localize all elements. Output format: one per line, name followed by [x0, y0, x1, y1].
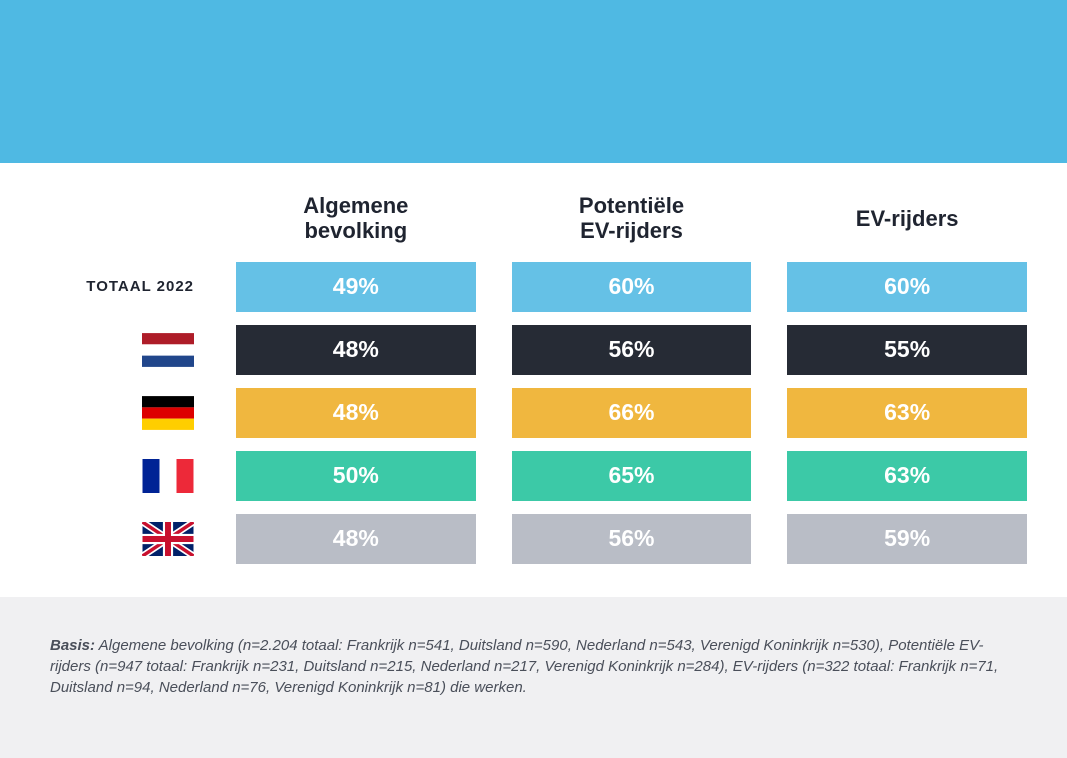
footer-note: Basis: Algemene bevolking (n=2.204 totaa…: [0, 597, 1067, 758]
de-flag-icon: [142, 396, 194, 430]
row-label-uk: [40, 514, 200, 564]
cell-total-0: 49%: [236, 262, 476, 312]
cell-uk-1: 56%: [512, 514, 752, 564]
cell-uk-0: 48%: [236, 514, 476, 564]
fr-flag-icon: [142, 459, 194, 493]
col-header-2: EV-rijders: [787, 206, 1027, 249]
nl-flag-icon: [142, 333, 194, 367]
cell-de-0: 48%: [236, 388, 476, 438]
data-table: Algemenebevolking PotentiëleEV-rijders E…: [40, 193, 1027, 577]
top-banner: [0, 0, 1067, 163]
cell-nl-1: 56%: [512, 325, 752, 375]
col-header-1: PotentiëleEV-rijders: [512, 193, 752, 262]
cell-total-1: 60%: [512, 262, 752, 312]
cell-de-1: 66%: [512, 388, 752, 438]
footer-text: Algemene bevolking (n=2.204 totaal: Fran…: [50, 637, 998, 696]
cell-nl-0: 48%: [236, 325, 476, 375]
cell-de-2: 63%: [787, 388, 1027, 438]
cell-total-2: 60%: [787, 262, 1027, 312]
footer-label: Basis:: [50, 637, 95, 654]
row-label-total: TOTAAL 2022: [40, 262, 200, 312]
cell-fr-2: 63%: [787, 451, 1027, 501]
row-label-de: [40, 388, 200, 438]
uk-flag-icon: [142, 522, 194, 556]
col-header-0: Algemenebevolking: [236, 193, 476, 262]
row-label-text: TOTAAL 2022: [86, 278, 194, 295]
chart-area: Algemenebevolking PotentiëleEV-rijders E…: [0, 163, 1067, 597]
row-label-fr: [40, 451, 200, 501]
row-label-nl: [40, 325, 200, 375]
cell-nl-2: 55%: [787, 325, 1027, 375]
cell-uk-2: 59%: [787, 514, 1027, 564]
cell-fr-1: 65%: [512, 451, 752, 501]
cell-fr-0: 50%: [236, 451, 476, 501]
